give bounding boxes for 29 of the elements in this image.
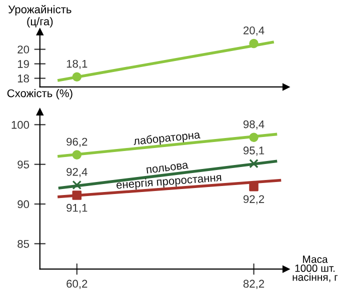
y-tick-label: 100	[12, 120, 30, 129]
y-tick-label: 19	[18, 60, 29, 68]
text: польова	[146, 162, 188, 174]
y-axis-title: Схожість (%)	[7, 89, 72, 100]
point	[72, 190, 82, 200]
x-tick-label: 82,2	[243, 280, 264, 289]
data-label: 98,4	[243, 120, 264, 130]
text: лабораторна	[133, 130, 201, 148]
y-tick-label: 85	[18, 240, 30, 248]
data-label: 92,4	[66, 168, 88, 178]
point	[72, 150, 82, 160]
point	[249, 158, 258, 168]
point	[72, 180, 82, 190]
data-label: 91,1	[66, 204, 88, 214]
y-tick-label: 18	[18, 74, 29, 82]
y-tick-label: 90	[18, 200, 30, 208]
point	[249, 132, 258, 142]
series-label: енергія проростання	[116, 172, 222, 192]
y-tick-label: 20	[18, 46, 30, 54]
y-axis-title: Урожайність (ц/га)	[8, 4, 72, 28]
data-label: 96,2	[66, 138, 88, 147]
data-label: 18,1	[66, 60, 88, 70]
data-label: 92,2	[243, 195, 264, 204]
x-tick-label: 60,2	[66, 280, 88, 289]
point	[249, 182, 258, 192]
y-tick-label: 95	[18, 160, 30, 168]
data-label: 95,1	[243, 146, 264, 156]
x-axis-title: Маса 1000 шт. насіння, г	[292, 256, 338, 282]
data-label: 20,4	[244, 26, 264, 36]
